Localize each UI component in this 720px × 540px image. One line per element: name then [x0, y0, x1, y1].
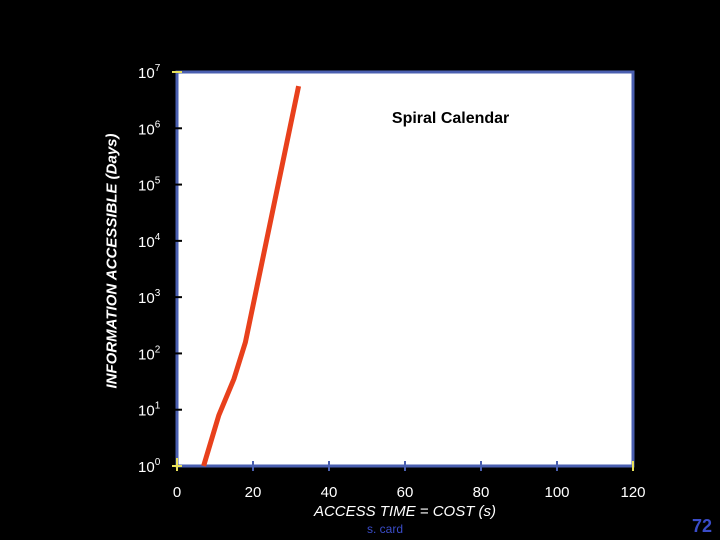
y-tick-label-3: 103	[138, 288, 161, 307]
x-tick-label-4: 80	[473, 484, 490, 501]
annotation-0: Spiral Calendar	[392, 110, 509, 127]
x-tick-label-0: 0	[173, 484, 181, 501]
y-tick-label-0: 100	[138, 457, 161, 476]
x-tick-label-6: 120	[620, 484, 645, 501]
y-tick-label-4: 104	[138, 232, 161, 251]
y-tick-label-6: 106	[138, 119, 161, 138]
y-tick-label-5: 105	[138, 176, 161, 195]
x-tick-label-2: 40	[321, 484, 338, 501]
plot-area	[175, 70, 635, 468]
x-tick-label-3: 60	[397, 484, 414, 501]
series-line-0	[201, 85, 302, 467]
y-tick-label-2: 102	[138, 344, 161, 363]
x-axis-label: ACCESS TIME = COST (s)	[313, 503, 497, 520]
slide-number: 72	[691, 516, 712, 536]
y-tick-label-1: 101	[138, 401, 161, 420]
y-axis-label-container: INFORMATION ACCESSIBLE (Days)	[97, 72, 127, 450]
y-tick-label-7: 107	[138, 63, 161, 82]
x-tick-label-5: 100	[544, 484, 569, 501]
x-tick-label-1: 20	[245, 484, 262, 501]
credit-text: s. card	[366, 522, 403, 536]
y-axis-label: INFORMATION ACCESSIBLE (Days)	[103, 133, 121, 389]
